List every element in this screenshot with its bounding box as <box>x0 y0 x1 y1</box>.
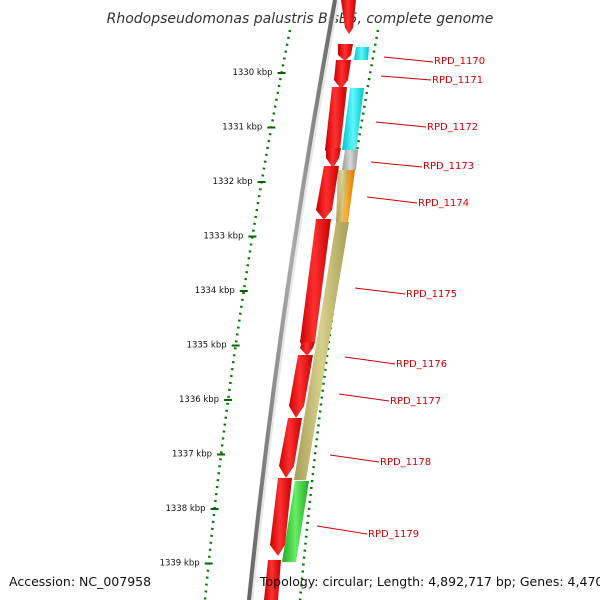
gene-block-khaki <box>294 222 349 480</box>
ruler-tick-label: 1332 kbp <box>213 177 253 187</box>
ruler-tick-label: 1335 kbp <box>187 341 227 351</box>
leader-line <box>380 75 432 81</box>
gene-label: RPD_1175 <box>406 289 457 300</box>
leader-line <box>329 454 380 463</box>
backbone-arc <box>247 0 337 600</box>
gene-arrow <box>334 60 351 89</box>
map-title: Rhodopseudomonas palustris BisB5, comple… <box>107 11 494 27</box>
leader-line <box>316 525 368 535</box>
leader-line <box>375 121 427 128</box>
gene-arrow <box>326 148 341 168</box>
gene-block-green <box>282 481 309 562</box>
gene-arrow <box>338 44 353 61</box>
dotted-ring-inner <box>203 29 292 600</box>
leader-line <box>344 356 396 365</box>
gene-block-khaki <box>336 170 349 222</box>
ruler-tick-label: 1330 kbp <box>232 68 272 78</box>
accession-text: Accession: NC_007958 <box>9 574 152 589</box>
ruler-tick-label: 1338 kbp <box>166 504 206 514</box>
gene-block-grey <box>342 150 358 170</box>
ruler-tick-label: 1339 kbp <box>160 559 200 569</box>
gene-arrow <box>325 87 347 160</box>
ruler-tick-label: 1336 kbp <box>179 395 219 405</box>
leader-line <box>366 196 418 204</box>
topology-text: Topology: circular; Length: 4,892,717 bp… <box>260 574 600 589</box>
leader-line <box>370 161 423 168</box>
gene-arrow <box>270 478 292 556</box>
gene-label: RPD_1170 <box>434 56 485 67</box>
leader-line <box>383 56 434 63</box>
gene-block <box>341 0 356 34</box>
ruler-tick-label: 1337 kbp <box>172 450 212 460</box>
forward-strand <box>264 0 356 600</box>
gene-label: RPD_1172 <box>427 122 478 133</box>
gene-arrow <box>300 342 315 356</box>
gene-label: RPD_1177 <box>390 396 441 407</box>
gene-arrow <box>300 219 331 354</box>
ruler-tick-label: 1334 kbp <box>195 286 235 296</box>
gene-block <box>264 560 281 600</box>
gene-label: RPD_1178 <box>380 457 431 468</box>
gene-labels: RPD_1170 RPD_1171 RPD_1172 RPD_1173 RPD_… <box>316 56 485 540</box>
gene-label: RPD_1176 <box>396 359 447 370</box>
gene-block-cyan <box>354 47 369 60</box>
ruler-tick-label: 1333 kbp <box>203 232 243 242</box>
leader-line <box>338 393 390 402</box>
gene-label: RPD_1174 <box>418 198 469 209</box>
gene-arrow <box>316 166 339 220</box>
leader-line <box>354 287 406 295</box>
ruler-tick-label: 1331 kbp <box>222 123 262 133</box>
gene-block-cyan <box>342 88 364 150</box>
gene-label: RPD_1173 <box>423 161 474 172</box>
gene-arrow <box>289 355 313 418</box>
reverse-strand <box>282 47 369 562</box>
gene-label: RPD_1171 <box>432 75 483 86</box>
gene-label: RPD_1179 <box>368 529 419 540</box>
gene-arrow <box>279 418 302 478</box>
